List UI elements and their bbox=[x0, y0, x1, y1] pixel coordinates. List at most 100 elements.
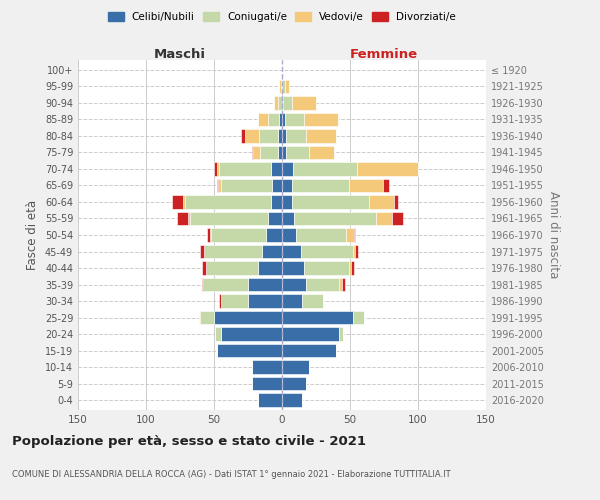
Bar bbox=[282, 344, 337, 358]
Bar bbox=[271, 195, 282, 209]
Bar bbox=[282, 261, 304, 275]
Bar bbox=[257, 112, 268, 126]
Bar bbox=[302, 294, 323, 308]
Bar bbox=[392, 212, 403, 226]
Bar bbox=[205, 244, 262, 258]
Bar bbox=[282, 129, 286, 142]
Bar bbox=[282, 278, 307, 291]
Bar bbox=[282, 328, 339, 341]
Bar bbox=[215, 328, 221, 341]
Bar bbox=[260, 146, 278, 159]
Bar bbox=[185, 195, 271, 209]
Bar bbox=[257, 261, 282, 275]
Bar bbox=[221, 328, 282, 341]
Bar bbox=[199, 311, 200, 324]
Bar bbox=[355, 244, 358, 258]
Bar bbox=[221, 178, 272, 192]
Bar bbox=[282, 212, 294, 226]
Bar bbox=[285, 112, 304, 126]
Bar bbox=[292, 96, 316, 110]
Bar bbox=[292, 195, 369, 209]
Bar bbox=[188, 212, 190, 226]
Bar bbox=[286, 146, 309, 159]
Bar bbox=[272, 178, 282, 192]
Bar bbox=[383, 178, 389, 192]
Bar bbox=[220, 294, 221, 308]
Bar bbox=[257, 394, 282, 407]
Bar bbox=[202, 278, 203, 291]
Bar bbox=[282, 394, 302, 407]
Bar bbox=[252, 146, 253, 159]
Bar bbox=[252, 377, 282, 390]
Bar bbox=[220, 162, 271, 175]
Bar bbox=[304, 261, 349, 275]
Bar bbox=[282, 377, 307, 390]
Bar bbox=[279, 112, 282, 126]
Bar bbox=[217, 344, 282, 358]
Bar bbox=[282, 146, 286, 159]
Bar bbox=[183, 195, 185, 209]
Bar bbox=[271, 162, 282, 175]
Bar bbox=[339, 328, 343, 341]
Bar bbox=[309, 146, 334, 159]
Bar bbox=[274, 96, 278, 110]
Bar bbox=[369, 195, 394, 209]
Bar bbox=[354, 228, 355, 242]
Bar bbox=[304, 112, 338, 126]
Bar bbox=[349, 261, 352, 275]
Bar bbox=[210, 228, 211, 242]
Bar bbox=[286, 129, 307, 142]
Bar bbox=[245, 129, 259, 142]
Bar bbox=[203, 278, 248, 291]
Bar bbox=[307, 278, 339, 291]
Bar bbox=[221, 294, 248, 308]
Bar bbox=[268, 112, 279, 126]
Bar bbox=[282, 228, 296, 242]
Bar bbox=[307, 129, 337, 142]
Bar bbox=[282, 112, 285, 126]
Bar bbox=[278, 129, 282, 142]
Bar bbox=[248, 294, 282, 308]
Bar bbox=[268, 212, 282, 226]
Bar bbox=[172, 195, 183, 209]
Bar bbox=[214, 162, 217, 175]
Bar bbox=[282, 244, 301, 258]
Bar bbox=[376, 212, 392, 226]
Bar bbox=[353, 311, 364, 324]
Bar bbox=[282, 178, 292, 192]
Bar bbox=[217, 178, 218, 192]
Bar bbox=[200, 244, 205, 258]
Bar bbox=[342, 278, 344, 291]
Bar bbox=[253, 146, 260, 159]
Bar bbox=[266, 228, 282, 242]
Bar bbox=[281, 80, 282, 93]
Bar bbox=[282, 80, 285, 93]
Y-axis label: Fasce di età: Fasce di età bbox=[26, 200, 39, 270]
Bar bbox=[282, 360, 309, 374]
Text: Popolazione per età, sesso e stato civile - 2021: Popolazione per età, sesso e stato civil… bbox=[12, 435, 366, 448]
Bar bbox=[262, 244, 282, 258]
Y-axis label: Anni di nascita: Anni di nascita bbox=[547, 192, 560, 278]
Bar bbox=[177, 212, 188, 226]
Bar bbox=[282, 96, 283, 110]
Bar bbox=[278, 146, 282, 159]
Bar bbox=[285, 80, 289, 93]
Bar bbox=[293, 162, 357, 175]
Bar bbox=[190, 212, 268, 226]
Bar bbox=[294, 212, 376, 226]
Bar bbox=[248, 278, 282, 291]
Bar bbox=[241, 129, 245, 142]
Legend: Celibi/Nubili, Coniugati/e, Vedovi/e, Divorziati/e: Celibi/Nubili, Coniugati/e, Vedovi/e, Di… bbox=[104, 8, 460, 26]
Bar bbox=[349, 178, 383, 192]
Bar bbox=[218, 178, 221, 192]
Bar bbox=[283, 96, 292, 110]
Bar bbox=[282, 311, 353, 324]
Bar bbox=[394, 195, 398, 209]
Bar bbox=[211, 228, 266, 242]
Bar bbox=[353, 244, 355, 258]
Bar bbox=[200, 311, 214, 324]
Bar bbox=[296, 228, 346, 242]
Bar bbox=[214, 311, 282, 324]
Bar bbox=[282, 294, 302, 308]
Bar bbox=[301, 244, 353, 258]
